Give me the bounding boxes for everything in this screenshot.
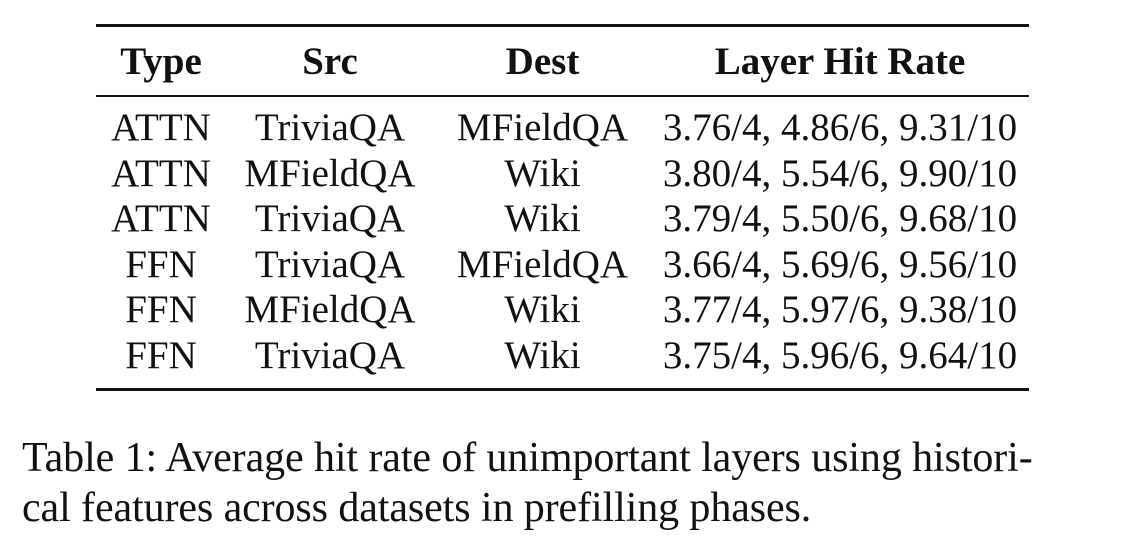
cell-src: TriviaQA (254, 197, 406, 240)
cell-src: TriviaQA (254, 106, 406, 149)
table-row: FFN TriviaQA Wiki 3.75/4, 5.96/6, 9.64/1… (96, 333, 1029, 379)
cell-layer-hit-rate: 3.77/4, 5.97/6, 9.38/10 (662, 288, 1018, 331)
table-row: ATTN TriviaQA Wiki 3.79/4, 5.50/6, 9.68/… (96, 196, 1029, 242)
results-table: Type Src Dest Layer Hit Rate ATTN Trivia… (96, 24, 1029, 391)
bottom-rule (96, 388, 1029, 391)
cell-src: TriviaQA (254, 333, 406, 377)
cell-src: TriviaQA (254, 242, 406, 286)
header-layer-hit-rate: Layer Hit Rate (714, 39, 966, 83)
mid-rule (96, 95, 1029, 97)
header-src: Src (302, 39, 358, 83)
cell-dest: Wiki (504, 288, 581, 331)
cell-src: MFieldQA (244, 151, 416, 195)
cell-type: FFN (125, 288, 197, 331)
cell-type: ATTN (111, 106, 211, 149)
cell-dest: Wiki (504, 197, 581, 240)
table-body: ATTN TriviaQA MFieldQA 3.76/4, 4.86/6, 9… (96, 105, 1029, 378)
cell-layer-hit-rate: 3.79/4, 5.50/6, 9.68/10 (662, 197, 1018, 240)
cell-dest: Wiki (504, 333, 581, 377)
cell-layer-hit-rate: 3.75/4, 5.96/6, 9.64/10 (662, 333, 1018, 377)
cell-layer-hit-rate: 3.76/4, 4.86/6, 9.31/10 (662, 106, 1018, 149)
table-row: FFN TriviaQA MFieldQA 3.66/4, 5.69/6, 9.… (96, 242, 1029, 288)
cell-type: ATTN (111, 151, 211, 195)
cell-type: FFN (125, 242, 197, 286)
cell-layer-hit-rate: 3.66/4, 5.69/6, 9.56/10 (662, 242, 1018, 286)
cell-layer-hit-rate: 3.80/4, 5.54/6, 9.90/10 (662, 151, 1018, 195)
header-dest: Dest (505, 39, 580, 83)
cell-dest: Wiki (504, 151, 581, 195)
cell-type: ATTN (111, 197, 211, 240)
cell-dest: MFieldQA (456, 242, 629, 286)
caption-line-2: cal features across datasets in prefilli… (22, 485, 812, 531)
top-rule (96, 24, 1029, 27)
table-caption: Table 1: Average hit rate of unimportant… (22, 433, 1112, 533)
cell-type: FFN (125, 333, 197, 377)
table-header: Type Src Dest Layer Hit Rate (96, 27, 1029, 95)
table-row: ATTN TriviaQA MFieldQA 3.76/4, 4.86/6, 9… (96, 105, 1029, 151)
header-type: Type (120, 39, 202, 83)
caption-line-1: Table 1: Average hit rate of unimportant… (22, 435, 1033, 481)
cell-dest: MFieldQA (456, 106, 629, 149)
table-row: FFN MFieldQA Wiki 3.77/4, 5.97/6, 9.38/1… (96, 287, 1029, 333)
table-row: ATTN MFieldQA Wiki 3.80/4, 5.54/6, 9.90/… (96, 151, 1029, 197)
header-row: Type Src Dest Layer Hit Rate (96, 27, 1029, 95)
cell-src: MFieldQA (244, 288, 416, 331)
